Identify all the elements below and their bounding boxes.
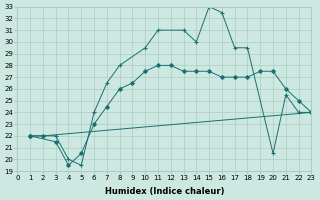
- X-axis label: Humidex (Indice chaleur): Humidex (Indice chaleur): [105, 187, 224, 196]
